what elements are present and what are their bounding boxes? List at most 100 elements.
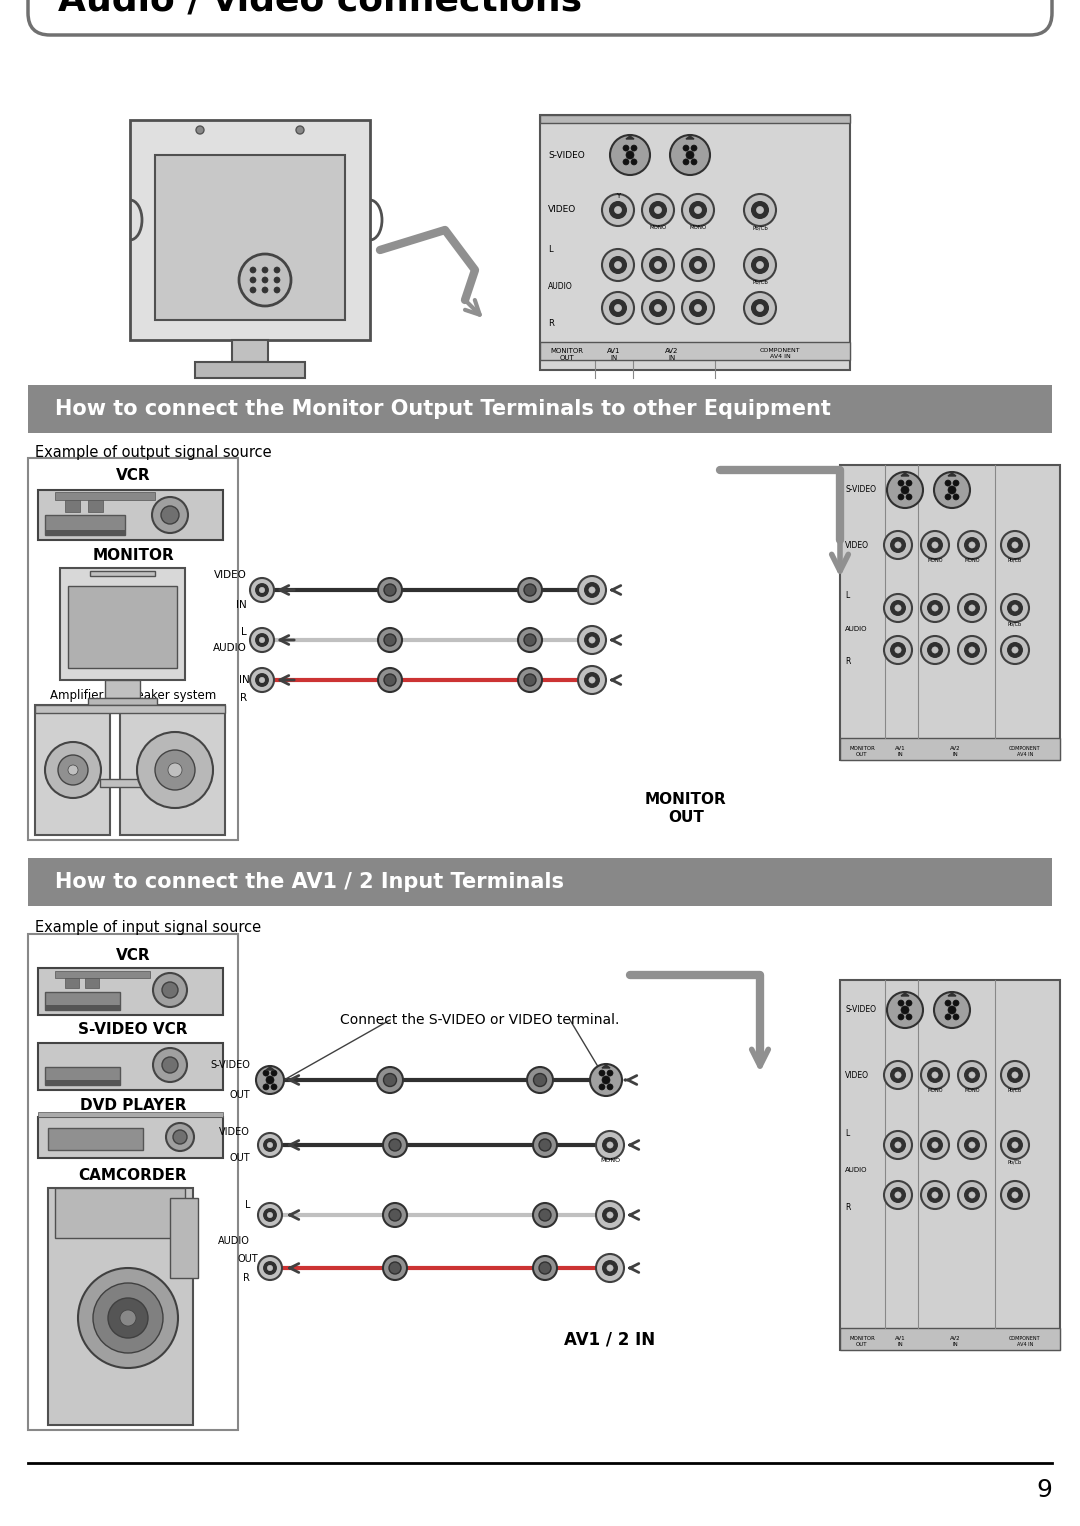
Circle shape xyxy=(1012,1192,1018,1198)
Circle shape xyxy=(921,1131,949,1160)
Bar xyxy=(45,1067,120,1085)
Bar xyxy=(35,705,110,835)
Polygon shape xyxy=(686,136,694,139)
Circle shape xyxy=(691,159,697,165)
Circle shape xyxy=(589,678,595,684)
Circle shape xyxy=(948,485,956,494)
Circle shape xyxy=(607,1070,613,1076)
Circle shape xyxy=(650,256,666,273)
Circle shape xyxy=(271,1083,276,1090)
Circle shape xyxy=(683,159,689,165)
FancyBboxPatch shape xyxy=(28,0,1052,35)
Circle shape xyxy=(518,578,542,601)
Circle shape xyxy=(389,1209,401,1221)
Circle shape xyxy=(964,1068,980,1082)
Circle shape xyxy=(153,1048,187,1082)
Circle shape xyxy=(239,253,291,307)
Circle shape xyxy=(256,1067,284,1094)
Circle shape xyxy=(756,206,764,214)
Circle shape xyxy=(626,151,634,159)
Circle shape xyxy=(921,1061,949,1090)
Circle shape xyxy=(895,604,901,610)
Circle shape xyxy=(969,1141,975,1148)
Circle shape xyxy=(690,256,706,273)
Bar xyxy=(120,705,225,835)
Circle shape xyxy=(383,1132,407,1157)
Circle shape xyxy=(378,629,402,652)
Circle shape xyxy=(524,674,536,687)
Circle shape xyxy=(610,134,650,175)
Circle shape xyxy=(266,1076,274,1083)
Circle shape xyxy=(921,636,949,664)
Bar xyxy=(45,1006,120,1010)
Circle shape xyxy=(1001,531,1029,559)
Circle shape xyxy=(264,1070,269,1076)
Circle shape xyxy=(584,673,599,687)
Bar xyxy=(28,858,1052,906)
Circle shape xyxy=(615,305,621,311)
Text: AV1 / 2 IN: AV1 / 2 IN xyxy=(565,1331,656,1349)
Text: VIDEO: VIDEO xyxy=(548,206,577,215)
Circle shape xyxy=(258,1256,282,1280)
Circle shape xyxy=(1012,647,1018,653)
Circle shape xyxy=(45,742,102,798)
Circle shape xyxy=(599,1070,605,1076)
Circle shape xyxy=(539,1138,551,1151)
Text: MONITOR
OUT: MONITOR OUT xyxy=(849,1335,875,1347)
Circle shape xyxy=(885,1061,912,1090)
Circle shape xyxy=(607,1212,613,1218)
Circle shape xyxy=(895,1071,901,1077)
Circle shape xyxy=(1008,642,1023,658)
Circle shape xyxy=(539,1209,551,1221)
Circle shape xyxy=(958,531,986,559)
Circle shape xyxy=(897,494,904,501)
Text: COMPONENT
AV4 IN: COMPONENT AV4 IN xyxy=(1009,746,1041,757)
Text: Pb/Cb: Pb/Cb xyxy=(1008,1088,1022,1093)
Text: AV2
IN: AV2 IN xyxy=(949,746,960,757)
Circle shape xyxy=(156,749,195,790)
Bar xyxy=(45,1080,120,1085)
Text: L: L xyxy=(845,592,849,601)
Circle shape xyxy=(1008,537,1023,552)
Circle shape xyxy=(534,1132,557,1157)
Bar xyxy=(65,501,80,513)
Circle shape xyxy=(93,1283,163,1354)
Bar xyxy=(170,1198,198,1277)
Circle shape xyxy=(262,267,268,273)
Circle shape xyxy=(249,578,274,601)
Circle shape xyxy=(1001,1181,1029,1209)
Circle shape xyxy=(258,1202,282,1227)
Circle shape xyxy=(602,291,634,324)
Circle shape xyxy=(681,249,714,281)
Text: L: L xyxy=(548,246,553,255)
Circle shape xyxy=(590,1064,622,1096)
Circle shape xyxy=(264,1262,276,1274)
Circle shape xyxy=(578,575,606,604)
Circle shape xyxy=(168,763,183,777)
Circle shape xyxy=(249,629,274,652)
Circle shape xyxy=(534,1073,546,1087)
Circle shape xyxy=(377,1067,403,1093)
Circle shape xyxy=(895,1141,901,1148)
Circle shape xyxy=(928,537,942,552)
Text: VIDEO: VIDEO xyxy=(214,571,247,580)
Circle shape xyxy=(268,1265,272,1271)
Bar xyxy=(28,458,238,839)
Circle shape xyxy=(596,1131,624,1160)
Polygon shape xyxy=(266,1067,274,1070)
Text: VIDEO: VIDEO xyxy=(845,1071,869,1079)
Circle shape xyxy=(58,755,87,784)
Circle shape xyxy=(578,665,606,694)
Text: VCR: VCR xyxy=(116,467,150,482)
Circle shape xyxy=(744,291,777,324)
Bar xyxy=(87,697,157,705)
Circle shape xyxy=(249,287,256,293)
Circle shape xyxy=(752,201,768,218)
Circle shape xyxy=(589,636,595,642)
Bar xyxy=(45,992,120,1010)
Circle shape xyxy=(268,1143,272,1148)
Circle shape xyxy=(891,601,905,615)
Text: S-VIDEO: S-VIDEO xyxy=(548,151,584,160)
Bar xyxy=(28,934,238,1430)
Text: OUT: OUT xyxy=(238,1254,258,1265)
